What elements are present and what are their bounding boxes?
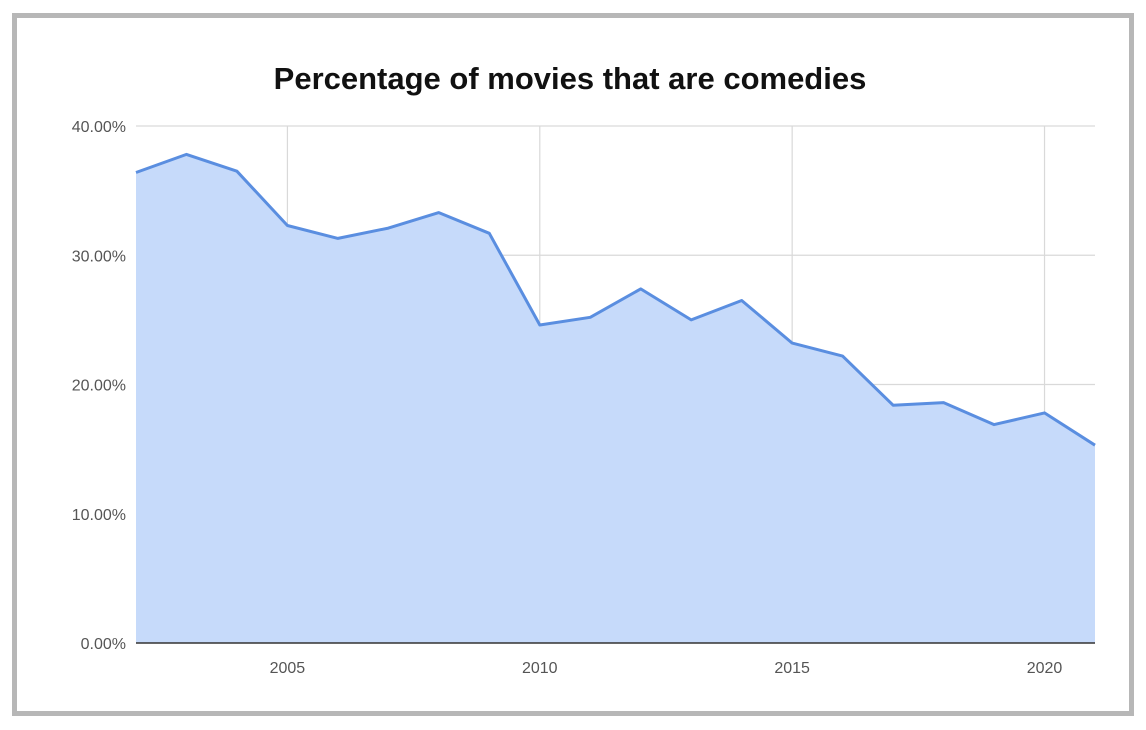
data-point <box>184 152 188 156</box>
x-tick-label: 2020 <box>1027 660 1063 677</box>
x-tick-label: 2010 <box>522 660 558 677</box>
data-point <box>1043 411 1047 415</box>
chart-title: Percentage of movies that are comedies <box>274 61 867 96</box>
data-point <box>336 236 340 240</box>
x-tick-label: 2005 <box>270 660 306 677</box>
data-point <box>1093 443 1097 447</box>
x-tick-label: 2015 <box>774 660 810 677</box>
y-axis-tick-labels: 0.00% 10.00% 20.00% 30.00% 40.00% <box>72 119 126 653</box>
series-line <box>135 152 1096 447</box>
y-tick-label: 40.00% <box>72 119 126 136</box>
data-point <box>740 298 744 302</box>
data-point <box>437 211 441 215</box>
data-point <box>790 341 794 345</box>
data-point <box>689 318 693 322</box>
data-point <box>942 401 946 405</box>
data-point <box>639 287 643 291</box>
data-point <box>235 169 239 173</box>
y-tick-label: 20.00% <box>72 378 126 395</box>
y-tick-label: 10.00% <box>72 507 126 524</box>
data-point <box>285 224 289 228</box>
data-point <box>588 315 592 319</box>
data-point <box>487 231 491 235</box>
data-point <box>134 171 138 175</box>
data-point <box>841 354 845 358</box>
area-chart: Percentage of movies that are comedies 0… <box>72 61 1097 677</box>
y-tick-label: 0.00% <box>81 636 126 653</box>
data-point <box>386 226 390 230</box>
chart-frame: Percentage of movies that are comedies 0… <box>12 13 1134 716</box>
data-point <box>538 323 542 327</box>
data-point <box>891 403 895 407</box>
x-axis-tick-labels: 2005 2010 2015 2020 <box>270 660 1063 677</box>
y-tick-label: 30.00% <box>72 248 126 265</box>
series-area-fill <box>136 154 1095 643</box>
data-point <box>992 423 996 427</box>
